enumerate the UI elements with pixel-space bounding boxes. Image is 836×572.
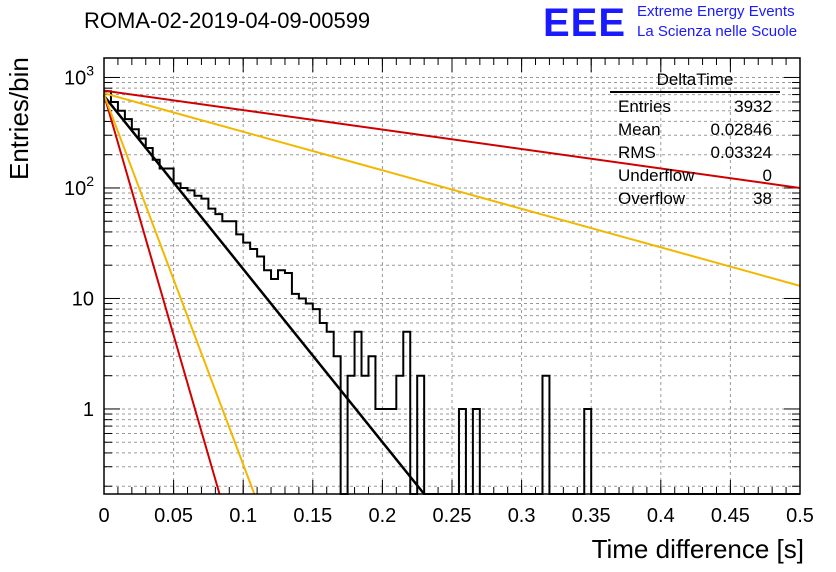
stats-value: 38	[753, 189, 772, 208]
y-tick-label: 103	[64, 62, 94, 89]
stats-value: 0.03324	[710, 143, 772, 162]
eee-logo: EEE	[543, 1, 627, 45]
x-axis-label: Time difference [s]	[591, 534, 804, 564]
y-tick-label: 1	[83, 399, 94, 421]
stats-box: DeltaTime Entries 3932 Mean 0.02846 RMS …	[610, 70, 780, 210]
stats-row-underflow: Underflow 0	[610, 164, 780, 187]
fit-line-orange-flat	[103, 92, 801, 287]
x-tick-label: 0.05	[154, 505, 193, 527]
x-tick-label: 0.2	[368, 505, 396, 527]
axis-ticks	[103, 58, 801, 494]
stats-label: Entries	[618, 97, 671, 116]
stats-row-overflow: Overflow 38	[610, 187, 780, 210]
plot-frame	[103, 57, 801, 495]
stats-value: 0	[762, 166, 772, 185]
stats-row-rms: RMS 0.03324	[610, 141, 780, 164]
x-tick-label: 0.35	[572, 505, 611, 527]
fit-line-red-steep	[103, 94, 221, 495]
logo-caption-line1: Extreme Energy Events	[637, 3, 795, 20]
stats-title: DeltaTime	[610, 70, 780, 93]
stats-value: 3932	[734, 97, 772, 116]
stats-label: Mean	[618, 120, 661, 139]
stats-row-mean: Mean 0.02846	[610, 118, 780, 141]
fit-line-orange-steep	[103, 94, 256, 495]
stats-label: RMS	[618, 143, 656, 162]
y-axis-label: Entries/bin	[4, 57, 34, 180]
x-tick-label: 0	[98, 505, 109, 527]
stats-value: 0.02846	[710, 120, 772, 139]
x-tick-label: 0.25	[433, 505, 472, 527]
stats-label: Underflow	[618, 166, 695, 185]
tick-labels: 0 0.05 0.1 0.15 0.2 0.25 0.3 0.35 0.4 0.45 0.5 1 10 1…	[64, 62, 814, 527]
fit-line-red-flat	[103, 89, 801, 189]
logo-caption-line2: La Scienza nelle Scuole	[637, 23, 798, 40]
x-tick-label: 0.3	[508, 505, 536, 527]
x-tick-label: 0.5	[786, 505, 814, 527]
y-tick-label: 102	[64, 173, 94, 200]
stats-label: Overflow	[618, 189, 686, 208]
fit-line-fit	[103, 95, 426, 495]
y-tick-label: 10	[72, 288, 94, 310]
plot-title: ROMA-02-2019-04-09-00599	[84, 8, 371, 33]
x-tick-label: 0.4	[647, 505, 675, 527]
x-tick-label: 0.15	[293, 505, 332, 527]
x-tick-label: 0.1	[229, 505, 257, 527]
x-tick-label: 0.45	[711, 505, 750, 527]
stats-row-entries: Entries 3932	[610, 95, 780, 118]
grid-lines	[104, 58, 800, 494]
